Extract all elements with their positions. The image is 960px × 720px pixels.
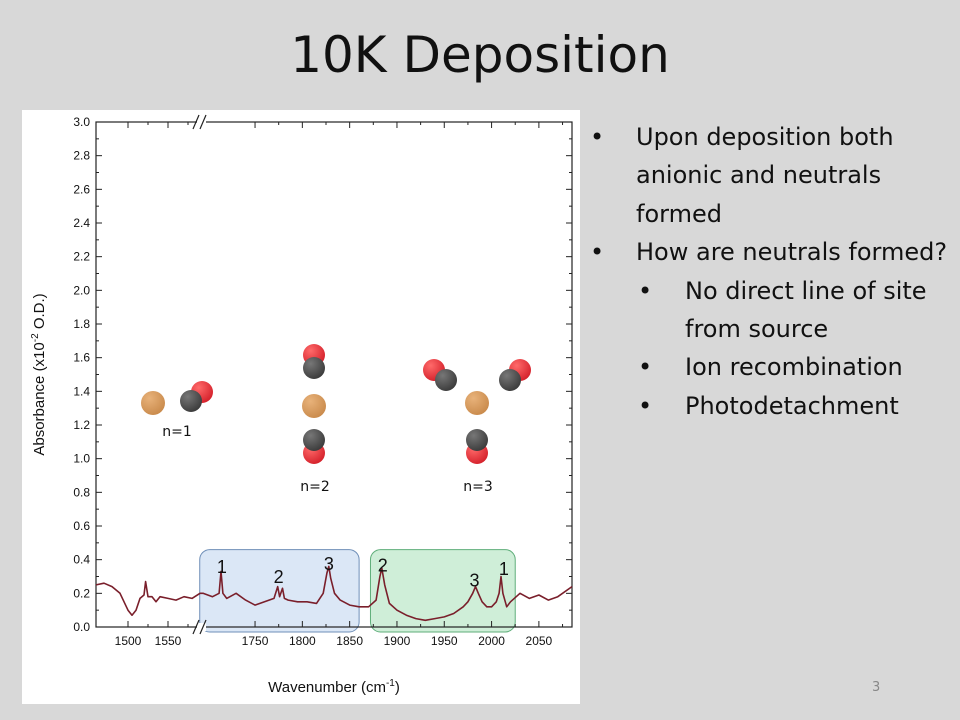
bullet-icon: • [638, 391, 653, 420]
y-tick-label: 1.4 [73, 384, 90, 398]
carbon-atom-icon [499, 369, 521, 391]
carbon-atom-icon [435, 369, 457, 391]
y-tick-label: 1.0 [73, 452, 90, 466]
sub-bullet-item: • Photodetachment [590, 387, 952, 425]
molecule-label: n=1 [162, 424, 192, 440]
bullet-text: Upon deposition both anionic and neutral… [636, 123, 894, 228]
peak-label-blue: 3 [324, 554, 334, 574]
y-tick-label: 2.6 [73, 182, 90, 196]
molecule-label: n=2 [300, 479, 330, 495]
bullet-icon: • [590, 123, 605, 151]
bullet-icon: • [590, 238, 605, 267]
x-tick-label: 1550 [155, 634, 182, 648]
y-tick-label: 1.8 [73, 317, 90, 331]
page-number: 3 [872, 680, 881, 695]
bullet-text: How are neutrals formed? [636, 238, 948, 267]
y-tick-label: 1.6 [73, 351, 90, 365]
bullet-text: Photodetachment [685, 391, 899, 420]
y-axis-title: Absorbance (x10-2 O.D.) [30, 293, 48, 455]
carbon-atom-icon [303, 357, 325, 379]
y-tick-label: 3.0 [73, 115, 90, 129]
x-tick-label: 1800 [289, 634, 316, 648]
spectrum-line [95, 565, 573, 622]
axis-break-mark [192, 619, 200, 635]
axis-break-mark [199, 114, 207, 130]
carbon-atom-icon [180, 390, 202, 412]
x-tick-label: 2000 [478, 634, 505, 648]
peak-label-green: 1 [499, 559, 509, 579]
x-tick-label: 1950 [431, 634, 458, 648]
slide-title: 10K Deposition [290, 26, 670, 84]
x-tick-label: 1500 [115, 634, 142, 648]
y-tick-label: 0.0 [73, 620, 90, 634]
carbon-atom-icon [466, 429, 488, 451]
bullet-item: • Upon deposition both anionic and neutra… [590, 118, 952, 233]
y-tick-label: 2.2 [73, 250, 90, 264]
spectrum-chart: 0.0 0.2 0.4 0.6 0.8 1.0 1.2 1.4 1.6 1.8 2.0 2.2 2.4 2… [30, 114, 573, 696]
y-tick-label: 0.4 [73, 553, 90, 567]
figure-panel: 0.0 0.2 0.4 0.6 0.8 1.0 1.2 1.4 1.6 1.8 2.0 2.2 2.4 2… [22, 110, 580, 704]
x-tick-label: 1850 [336, 634, 363, 648]
bullet-text: Ion recombination [685, 353, 903, 382]
molecule-label: n=3 [463, 479, 493, 495]
sub-bullet-item: • No direct line of site from source [590, 272, 952, 349]
x-tick-label: 2050 [526, 634, 553, 648]
blue-region-box [199, 549, 360, 633]
carbon-atom-icon [303, 429, 325, 451]
axis-break-mark [199, 619, 207, 635]
green-region-box [369, 549, 516, 633]
bullet-item: • How are neutrals formed? [590, 233, 952, 271]
y-tick-label: 0.6 [73, 519, 90, 533]
y-tick-label: 1.2 [73, 418, 90, 432]
bullet-icon: • [638, 353, 653, 382]
peak-label-blue: 2 [274, 567, 284, 587]
copper-atom-icon [302, 394, 326, 418]
y-tick-label: 0.2 [73, 586, 90, 600]
y-tick-label: 2.4 [73, 216, 90, 230]
peak-label-green: 3 [470, 571, 480, 591]
axis-break-gap-bottom [197, 623, 206, 631]
axis-break-gap-top [197, 118, 206, 126]
sub-bullet-item: • Ion recombination [590, 348, 952, 386]
x-axis-title: Wavenumber (cm-1) [268, 678, 400, 696]
y-tick-label: 2.8 [73, 149, 90, 163]
axis-break-mark [192, 114, 200, 130]
x-tick-label: 1750 [242, 634, 269, 648]
copper-atom-icon [465, 391, 489, 415]
bullet-list: • Upon deposition both anionic and neutra… [590, 118, 952, 425]
bullet-icon: • [638, 276, 653, 305]
copper-atom-icon [141, 391, 165, 415]
peak-label-green: 2 [378, 555, 388, 575]
y-tick-label: 2.0 [73, 283, 90, 297]
peak-label-blue: 1 [217, 557, 227, 577]
bullet-text: No direct line of site from source [685, 276, 927, 343]
x-tick-label: 1900 [384, 634, 411, 648]
y-tick-label: 0.8 [73, 485, 90, 499]
